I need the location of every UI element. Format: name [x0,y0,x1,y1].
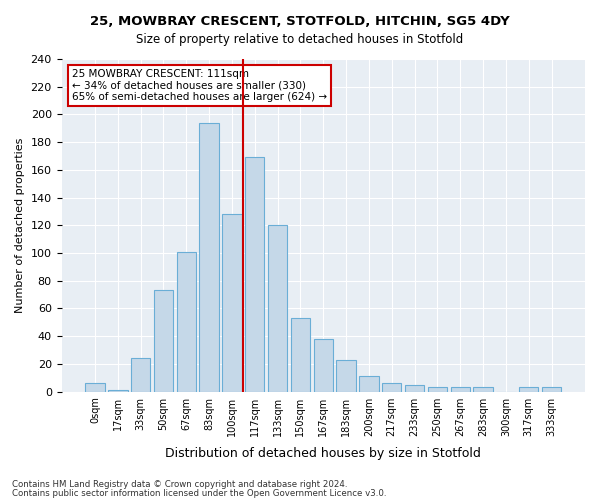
Bar [428,388,447,392]
Bar [176,252,196,392]
Bar [108,390,128,392]
Bar [542,388,561,392]
Bar [359,376,379,392]
Bar [245,158,265,392]
Text: Contains HM Land Registry data © Crown copyright and database right 2024.: Contains HM Land Registry data © Crown c… [12,480,347,489]
Bar [268,226,287,392]
Y-axis label: Number of detached properties: Number of detached properties [15,138,25,313]
Bar [473,388,493,392]
Bar [405,384,424,392]
Bar [199,123,219,392]
Bar [154,290,173,392]
Bar [222,214,242,392]
Bar [519,388,538,392]
Text: Size of property relative to detached houses in Stotfold: Size of property relative to detached ho… [136,32,464,46]
Bar [451,388,470,392]
X-axis label: Distribution of detached houses by size in Stotfold: Distribution of detached houses by size … [166,447,481,460]
Bar [85,384,105,392]
Bar [314,339,333,392]
Bar [337,360,356,392]
Text: 25 MOWBRAY CRESCENT: 111sqm
← 34% of detached houses are smaller (330)
65% of se: 25 MOWBRAY CRESCENT: 111sqm ← 34% of det… [72,69,327,102]
Text: 25, MOWBRAY CRESCENT, STOTFOLD, HITCHIN, SG5 4DY: 25, MOWBRAY CRESCENT, STOTFOLD, HITCHIN,… [90,15,510,28]
Bar [131,358,151,392]
Bar [382,384,401,392]
Text: Contains public sector information licensed under the Open Government Licence v3: Contains public sector information licen… [12,488,386,498]
Bar [291,318,310,392]
